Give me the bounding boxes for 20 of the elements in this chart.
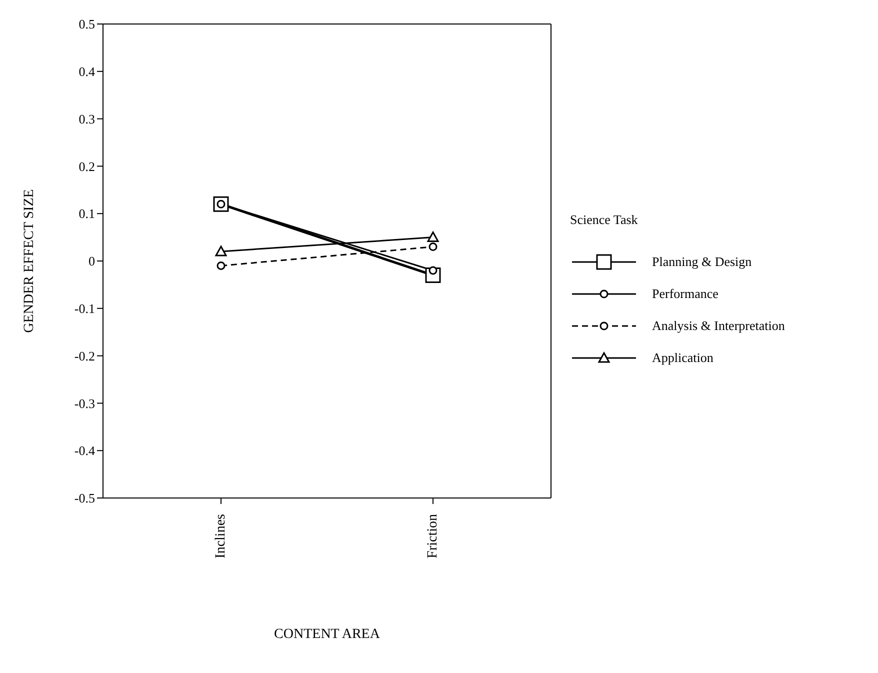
legend-label: Performance bbox=[652, 286, 718, 302]
legend-title: Science Task bbox=[570, 212, 639, 228]
x-tick-label: Friction bbox=[426, 514, 440, 558]
y-tick-label: -0.1 bbox=[74, 301, 95, 316]
y-tick-label: -0.3 bbox=[74, 396, 95, 411]
y-tick-label: -0.2 bbox=[74, 348, 95, 364]
x-tick-label: Inclines bbox=[214, 514, 228, 558]
legend-label: Planning & Design bbox=[652, 254, 752, 270]
legend-label: Application bbox=[652, 350, 714, 366]
y-tick-label: -0.5 bbox=[74, 490, 95, 506]
y-tick-label: 0.3 bbox=[78, 111, 95, 126]
y-tick-label: 0.2 bbox=[78, 158, 95, 174]
y-tick-label: 0.4 bbox=[78, 64, 96, 80]
y-tick-label: 0 bbox=[88, 254, 95, 269]
y-axis-title: GENDER EFFECT SIZE bbox=[22, 189, 37, 333]
y-tick-label: -0.4 bbox=[74, 443, 96, 458]
y-tick-label: 0.1 bbox=[78, 206, 95, 222]
x-axis-title: CONTENT AREA bbox=[274, 627, 381, 642]
legend-label: Analysis & Interpretation bbox=[652, 318, 785, 334]
y-tick-label: 0.5 bbox=[78, 16, 95, 32]
